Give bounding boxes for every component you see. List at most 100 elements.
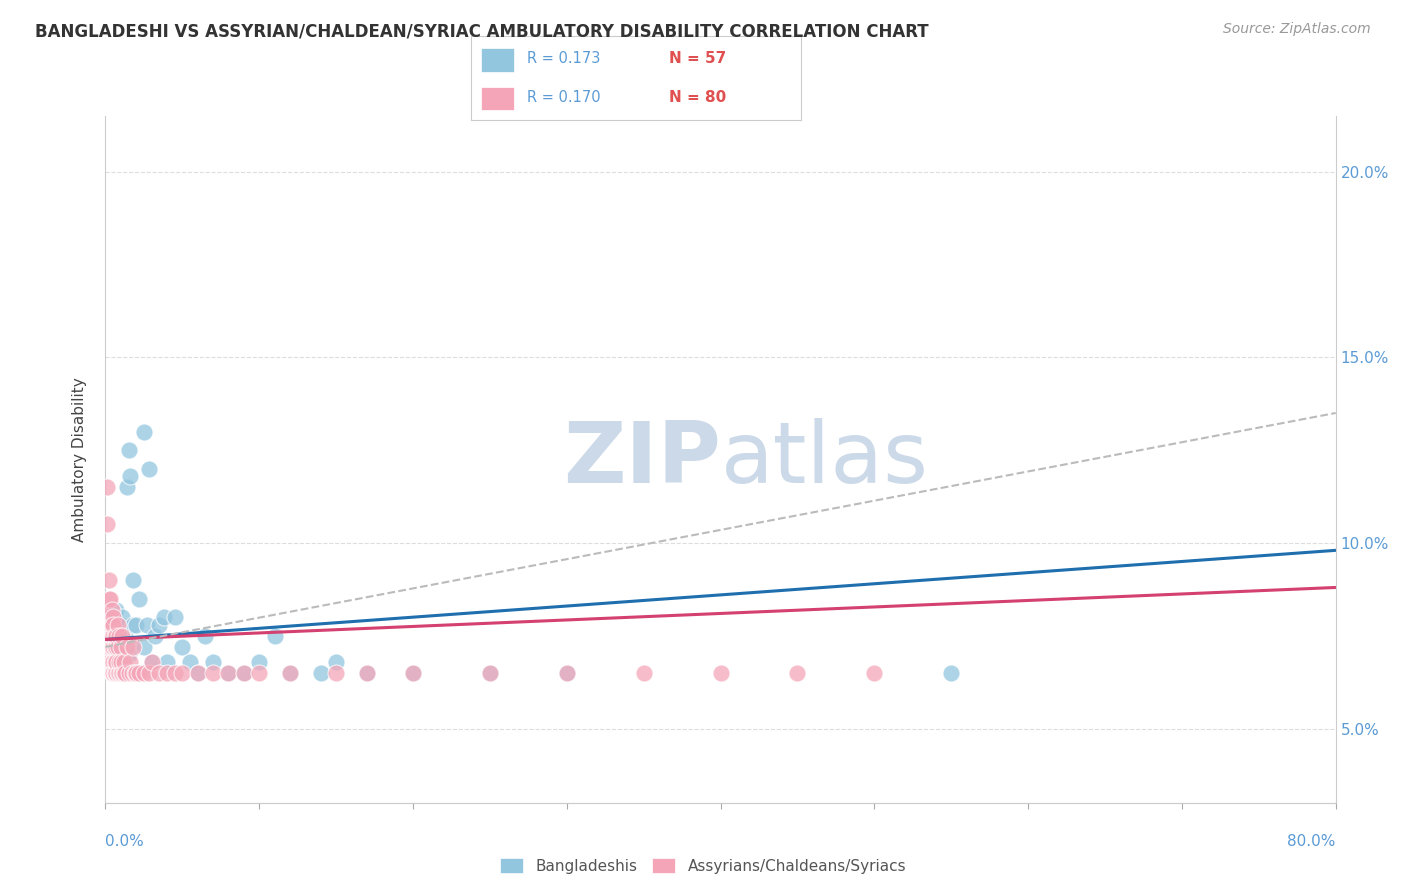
Point (108, 629, 131, 643)
Point (132, 425, 155, 439)
Text: atlas: atlas (721, 417, 928, 501)
Point (138, 461, 160, 475)
Point (100, 655, 122, 669)
Point (172, 640, 194, 654)
Point (710, 665, 733, 680)
Point (110, 665, 132, 680)
Point (107, 640, 129, 654)
Point (101, 665, 124, 680)
Point (128, 665, 150, 680)
Point (104, 640, 127, 654)
Point (125, 617, 148, 632)
Point (97, 573, 120, 587)
Point (96, 517, 118, 532)
Point (105, 629, 128, 643)
Text: Source: ZipAtlas.com: Source: ZipAtlas.com (1223, 22, 1371, 37)
Text: 0.0%: 0.0% (105, 834, 145, 849)
Legend: Bangladeshis, Assyrians/Chaldeans/Syriacs: Bangladeshis, Assyrians/Chaldeans/Syriac… (494, 852, 912, 880)
Point (98, 640, 121, 654)
Point (124, 665, 146, 680)
Point (108, 655, 131, 669)
Point (132, 640, 155, 654)
Point (120, 640, 141, 654)
Text: BANGLADESHI VS ASSYRIAN/CHALDEAN/SYRIAC AMBULATORY DISABILITY CORRELATION CHART: BANGLADESHI VS ASSYRIAN/CHALDEAN/SYRIAC … (35, 22, 929, 40)
Point (101, 629, 124, 643)
Point (402, 665, 425, 680)
Point (202, 655, 225, 669)
Point (110, 640, 132, 654)
Point (863, 665, 886, 680)
Point (105, 629, 128, 643)
Point (555, 665, 578, 680)
Point (107, 640, 129, 654)
Point (104, 617, 127, 632)
Point (247, 665, 270, 680)
Point (110, 617, 132, 632)
Point (120, 655, 141, 669)
Point (138, 665, 160, 680)
Point (218, 665, 240, 680)
Point (100, 640, 122, 654)
Point (115, 480, 138, 494)
Point (107, 617, 129, 632)
Y-axis label: Ambulatory Disability: Ambulatory Disability (72, 377, 87, 541)
Point (104, 665, 127, 680)
Point (101, 655, 124, 669)
Point (112, 655, 135, 669)
Point (402, 665, 425, 680)
Point (263, 629, 285, 643)
Point (100, 629, 122, 643)
Point (122, 617, 145, 632)
Point (101, 610, 124, 624)
Point (96, 480, 118, 494)
Point (121, 665, 143, 680)
Point (98, 610, 121, 624)
Point (148, 665, 170, 680)
Point (104, 665, 127, 680)
Point (232, 665, 254, 680)
Point (100, 665, 122, 680)
Bar (481, 87, 515, 111)
Point (114, 629, 136, 643)
Point (98, 610, 121, 624)
Point (100, 603, 122, 617)
Point (101, 648, 124, 662)
Point (218, 665, 240, 680)
Point (97, 648, 120, 662)
Point (101, 610, 124, 624)
Point (132, 665, 155, 680)
Point (148, 617, 170, 632)
Point (110, 648, 132, 662)
Point (179, 655, 201, 669)
Text: R = 0.173: R = 0.173 (527, 51, 600, 66)
Text: ZIP: ZIP (562, 417, 721, 501)
Point (111, 629, 134, 643)
Point (128, 591, 150, 606)
Point (96, 610, 118, 624)
Point (107, 665, 129, 680)
Point (108, 665, 131, 680)
Point (117, 443, 139, 458)
Point (786, 665, 808, 680)
Point (107, 617, 129, 632)
Point (117, 665, 139, 680)
Point (98, 617, 121, 632)
Point (110, 655, 132, 669)
Point (117, 648, 139, 662)
Point (941, 665, 963, 680)
Point (122, 573, 145, 587)
Point (356, 665, 378, 680)
Point (141, 655, 163, 669)
Point (156, 655, 179, 669)
Point (101, 617, 124, 632)
Point (143, 629, 166, 643)
Point (120, 469, 141, 483)
Point (278, 665, 301, 680)
Point (156, 665, 179, 680)
Point (97, 629, 120, 643)
Point (105, 655, 128, 669)
Point (112, 665, 135, 680)
Point (187, 665, 209, 680)
Point (136, 617, 159, 632)
Point (100, 665, 122, 680)
